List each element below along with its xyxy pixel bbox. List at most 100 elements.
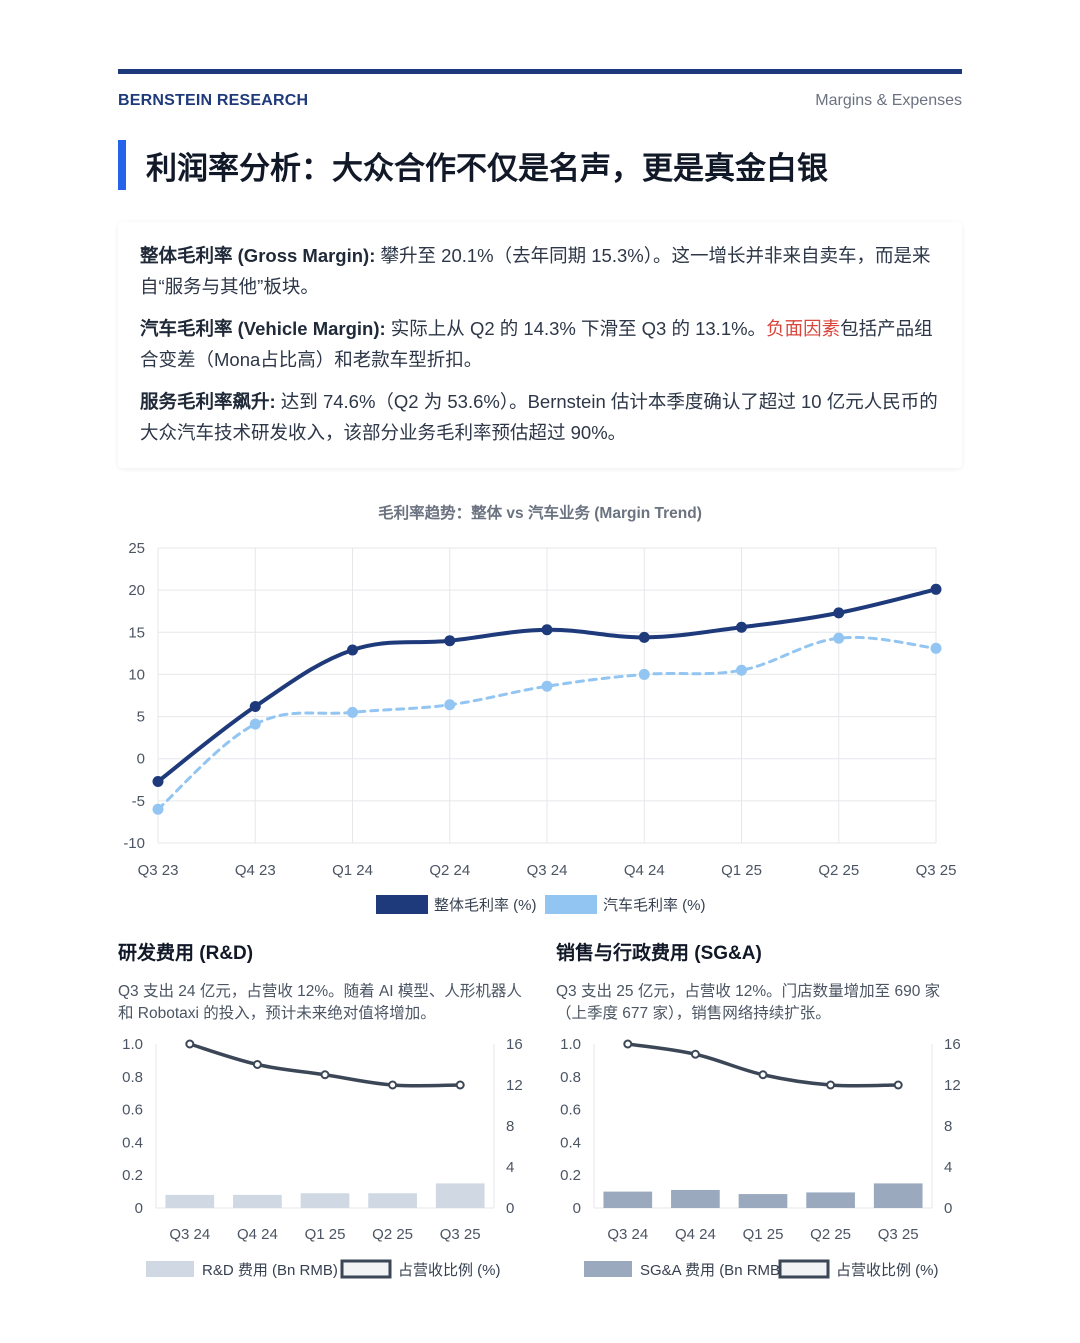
rd-description: Q3 支出 24 亿元，占营收 12%。随着 AI 模型、人形机器人和 Robo… xyxy=(118,983,522,1022)
legend-swatch-vehicle-margin xyxy=(545,895,597,914)
x-tick-label: Q1 25 xyxy=(721,862,762,879)
y-right-tick-label: 0 xyxy=(944,1200,952,1217)
y-tick-label: 5 xyxy=(137,709,145,726)
y-left-tick-label: 0.8 xyxy=(122,1069,143,1086)
rd-ratio-point xyxy=(252,1060,262,1069)
summary-text: 达到 74.6%（Q2 为 53.6%）。Bernstein 估计本季度确认了超… xyxy=(140,391,938,443)
sga-ratio-point xyxy=(758,1070,768,1080)
y-right-tick-label: 16 xyxy=(944,1036,961,1053)
x-tick-label: Q2 24 xyxy=(429,862,470,879)
rd-chart: 1.0 0.8 0.6 0.4 0.2 0 16 12 8 4 0 Q3 24 Q4 24 Q1 25 Q2… xyxy=(122,1036,523,1279)
y-tick-label: 25 xyxy=(128,540,145,557)
legend-label-gross-margin: 整体毛利率 (%) xyxy=(434,897,537,914)
x-tick-label: Q1 25 xyxy=(305,1226,346,1243)
gross-margin-point xyxy=(444,635,456,647)
x-tick-label: Q4 24 xyxy=(624,862,665,879)
y-right-tick-label: 0 xyxy=(506,1200,514,1217)
summary-label: 服务毛利率飙升: xyxy=(140,391,276,412)
summary-service-margin: 服务毛利率飙升: 达到 74.6%（Q2 为 53.6%）。Bernstein … xyxy=(140,386,940,448)
legend-label-rd-expense: R&D 费用 (Bn RMB) xyxy=(202,1262,338,1279)
gross-margin-point xyxy=(347,644,358,656)
y-left-tick-label: 0.8 xyxy=(560,1069,581,1086)
vehicle-margin-point xyxy=(736,664,747,676)
y-right-tick-label: 4 xyxy=(506,1159,514,1176)
x-tick-label: Q2 25 xyxy=(810,1226,851,1243)
vehicle-margin-point xyxy=(249,718,261,730)
sga-ratio-point xyxy=(623,1039,633,1049)
brand-name: BERNSTEIN RESEARCH xyxy=(118,92,309,109)
gross-margin-point xyxy=(638,631,650,643)
y-right-tick-label: 12 xyxy=(944,1077,961,1094)
rd-ratio-point xyxy=(388,1080,398,1090)
sga-bar xyxy=(873,1183,923,1208)
x-tick-label: Q4 24 xyxy=(675,1226,716,1243)
sga-description: Q3 支出 25 亿元，占营收 12%。门店数量增加至 690 家（上季度 67… xyxy=(556,983,941,1022)
legend-swatch-sga-expense xyxy=(584,1261,632,1277)
y-tick-label: -10 xyxy=(123,835,145,852)
y-tick-label: 20 xyxy=(128,582,145,599)
vehicle-margin-point xyxy=(833,632,845,644)
rd-ratio-line xyxy=(189,1042,461,1088)
x-tick-label: Q3 24 xyxy=(169,1226,210,1243)
x-tick-label: Q3 25 xyxy=(440,1226,481,1243)
gross-margin-point xyxy=(249,700,261,712)
x-tick-label: Q3 25 xyxy=(878,1226,919,1243)
summary-label: 整体毛利率 (Gross Margin): xyxy=(140,245,376,266)
gross-margin-point xyxy=(833,607,845,619)
x-tick-label: Q3 24 xyxy=(527,862,568,879)
summary-card: 整体毛利率 (Gross Margin): 攀升至 20.1%（去年同期 15.… xyxy=(118,222,962,468)
vehicle-margin-point xyxy=(541,680,553,692)
gross-margin-point xyxy=(930,583,942,595)
rd-ratio-point xyxy=(185,1039,195,1049)
section-tag: Margins & Expenses xyxy=(815,92,962,109)
vehicle-margin-point xyxy=(347,706,358,718)
y-left-tick-label: 0.6 xyxy=(560,1102,581,1119)
y-left-tick-label: 0 xyxy=(573,1200,581,1217)
y-tick-label: -5 xyxy=(132,793,145,810)
vehicle-margin-line xyxy=(156,635,938,811)
x-tick-label: Q1 24 xyxy=(332,862,373,879)
sga-bar xyxy=(671,1189,720,1208)
top-rule xyxy=(118,69,962,74)
y-left-tick-label: 0 xyxy=(135,1200,143,1217)
sga-panel: 销售与行政费用 (SG&A) Q3 支出 25 亿元，占营收 12%。门店数量增… xyxy=(556,938,966,1279)
legend-swatch-rd-ratio xyxy=(340,1259,392,1279)
y-right-tick-label: 8 xyxy=(944,1118,952,1135)
y-right-tick-label: 16 xyxy=(506,1036,523,1053)
rd-ratio-point xyxy=(320,1070,330,1080)
y-left-tick-label: 1.0 xyxy=(122,1036,143,1053)
legend-label-sga-expense: SG&A 费用 (Bn RMB) xyxy=(640,1262,785,1279)
summary-gross-margin: 整体毛利率 (Gross Margin): 攀升至 20.1%（去年同期 15.… xyxy=(140,240,940,302)
gross-margin-point xyxy=(541,624,553,636)
sga-ratio-point xyxy=(893,1080,903,1090)
y-tick-label: 10 xyxy=(128,666,145,683)
sga-ratio-point xyxy=(826,1080,836,1090)
legend-label-sga-ratio: 占营收比例 (%) xyxy=(836,1262,939,1279)
y-left-tick-label: 0.2 xyxy=(122,1167,143,1184)
negative-factor-highlight: 负面因素 xyxy=(766,318,841,339)
summary-text: 实际上从 Q2 的 14.3% 下滑至 Q3 的 13.1%。 xyxy=(385,318,767,339)
y-left-tick-label: 0.2 xyxy=(560,1167,581,1184)
sga-chart: 1.0 0.8 0.6 0.4 0.2 0 16 12 8 4 0 Q3 24 Q4 24 Q1 25 Q2… xyxy=(560,1036,961,1279)
x-tick-label: Q2 25 xyxy=(818,862,859,879)
title-accent-bar xyxy=(118,140,126,190)
summary-text: 攀升至 20.1%（去年同期 15.3%）。这一增长并非来自卖车，而是来自“服务… xyxy=(140,245,931,297)
sga-bar xyxy=(806,1192,855,1208)
y-right-tick-label: 8 xyxy=(506,1118,514,1135)
vehicle-margin-point xyxy=(444,699,456,711)
y-tick-label: 0 xyxy=(137,751,145,768)
sga-bar xyxy=(603,1191,653,1208)
rd-bar xyxy=(165,1194,215,1208)
rd-ratio-point xyxy=(455,1080,465,1090)
margin-trend-chart: 毛利率趋势：整体 vs 汽车业务 (Margin Trend) 25 20 15 10 5… xyxy=(123,503,956,914)
y-left-tick-label: 1.0 xyxy=(560,1036,581,1053)
rd-heading: 研发费用 (R&D) xyxy=(118,943,254,964)
gross-margin-point xyxy=(736,621,747,633)
legend-swatch-sga-ratio xyxy=(778,1259,830,1279)
rd-bar xyxy=(435,1183,485,1208)
rd-bar xyxy=(233,1194,282,1208)
x-tick-label: Q4 24 xyxy=(237,1226,278,1243)
x-tick-label: Q1 25 xyxy=(743,1226,784,1243)
y-left-tick-label: 0.4 xyxy=(122,1134,143,1151)
x-tick-label: Q2 25 xyxy=(372,1226,413,1243)
